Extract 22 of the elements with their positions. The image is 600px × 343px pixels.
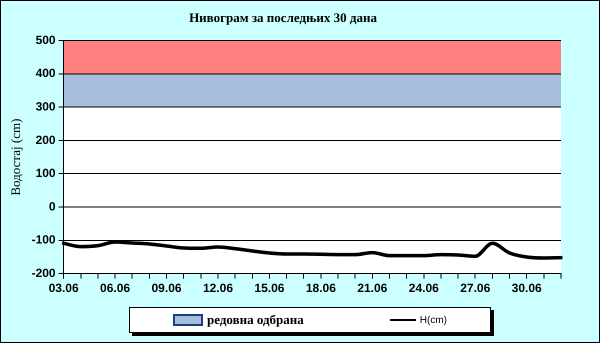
y-tick-label: -200: [32, 266, 56, 280]
x-tick-label: 06.06: [100, 281, 130, 296]
x-tick-label: 27.06: [460, 281, 491, 296]
x-tick-label: 30.06: [512, 281, 542, 296]
x-tick-label: 03.06: [48, 281, 79, 296]
legend-label: редовна одбрана: [207, 312, 304, 328]
y-tick-label: 400: [36, 66, 56, 80]
y-tick-label: 300: [36, 99, 56, 114]
y-tick-label: 200: [36, 132, 56, 147]
x-tick-label: 24.06: [408, 281, 440, 296]
y-tick-label: -100: [32, 232, 56, 247]
x-tick-label: 15.06: [254, 281, 285, 296]
legend-label: H(cm): [420, 314, 447, 326]
x-tick-label: 18.06: [306, 281, 336, 296]
y-tick-label: 500: [36, 32, 56, 47]
y-tick-label: 0: [48, 199, 56, 214]
x-tick-label: 09.06: [152, 281, 182, 296]
y-tick-label: 100: [36, 166, 56, 180]
chart-title: Нивограм за последњих 30 дана: [189, 10, 378, 26]
y-axis-title: Водостај (cm): [8, 118, 24, 196]
x-tick-label: 21.06: [357, 281, 388, 296]
x-tick-label: 12.06: [202, 281, 234, 296]
